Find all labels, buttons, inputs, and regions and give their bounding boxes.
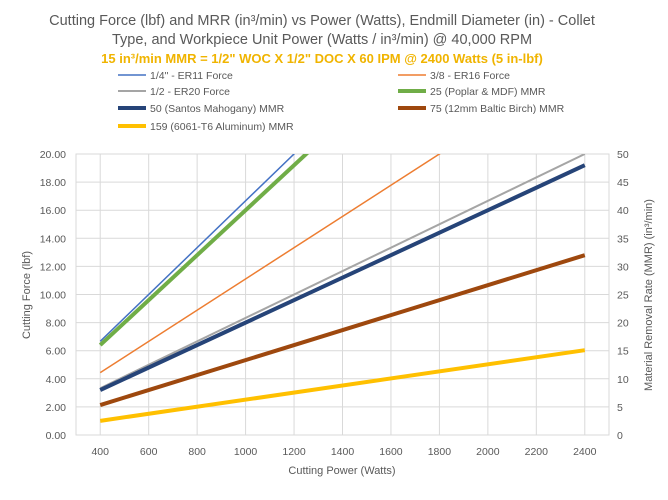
y-axis-left-title: Cutting Force (lbf)	[21, 251, 33, 339]
y-left-tick-label: 2.00	[46, 402, 67, 414]
plot-area-border	[75, 153, 610, 436]
y-left-tick-label: 10.00	[40, 290, 66, 302]
legend: 1/4" - ER11 Force 3/8 - ER16 Force 1/2 - E…	[118, 70, 565, 133]
y-left-tick-label: 4.00	[46, 374, 67, 386]
series-line-4	[99, 163, 586, 392]
y-left-tick-label: 18.00	[40, 177, 66, 189]
x-tick-label: 2200	[525, 446, 549, 458]
x-tick-label: 1800	[428, 446, 452, 458]
y-left-tick-label: 0.00	[46, 430, 67, 442]
legend-label-1: 3/8 - ER16 Force	[430, 70, 510, 82]
y-right-tick-label: 30	[617, 261, 629, 273]
legend-label-4: 50 (Santos Mahogany) MMR	[150, 103, 285, 115]
legend-label-0: 1/4" - ER11 Force	[150, 70, 233, 82]
x-tick-label: 2000	[476, 446, 500, 458]
x-tick-label: 1400	[331, 446, 355, 458]
chart-title-line-1: Cutting Force (lbf) and MRR (in³/min) vs…	[49, 13, 595, 29]
y-right-tick-label: 45	[617, 177, 629, 189]
y-axis-right-title: Material Removal Rate (MMR) (in³/min)	[643, 199, 655, 391]
x-tick-label: 1000	[234, 446, 258, 458]
legend-label-6: 159 (6061-T6 Aluminum) MMR	[150, 121, 294, 133]
x-tick-label: 2400	[573, 446, 597, 458]
plot-border	[75, 153, 610, 436]
series-line-0	[99, 154, 296, 342]
chart-title-line-2: Type, and Workpiece Unit Power (Watts / …	[112, 32, 532, 48]
y-right-tick-label: 25	[617, 290, 629, 302]
legend-label-2: 1/2 - ER20 Force	[150, 86, 230, 98]
y-right-tick-label: 40	[617, 205, 629, 217]
y-right-tick-label: 35	[617, 233, 629, 245]
x-axis-title: Cutting Power (Watts)	[288, 465, 395, 477]
series-line-6	[99, 348, 586, 423]
chart-subtitle: 15 in³/min MMR = 1/2" WOC X 1/2" DOC X 6…	[101, 51, 543, 66]
y-left-tick-label: 12.00	[40, 261, 66, 273]
x-tick-label: 1200	[282, 446, 306, 458]
y-right-tick-label: 15	[617, 346, 629, 358]
y-right-tick-label: 5	[617, 402, 623, 414]
x-tick-label: 400	[91, 446, 109, 458]
legend-label-5: 75 (12mm Baltic Birch) MMR	[430, 103, 565, 115]
legend-label-3: 25 (Poplar & MDF) MMR	[430, 86, 546, 98]
series-group	[98, 154, 586, 423]
y-right-tick-label: 20	[617, 318, 629, 330]
y-right-tick-label: 50	[617, 149, 629, 161]
y-left-tick-label: 8.00	[46, 318, 67, 330]
series-line-2	[99, 154, 586, 390]
y-right-tick-label: 10	[617, 374, 629, 386]
y-left-tick-label: 20.00	[40, 149, 66, 161]
y-left-tick-label: 14.00	[40, 233, 66, 245]
series-line-1	[99, 154, 441, 374]
x-tick-label: 1600	[379, 446, 403, 458]
series-line-5	[99, 253, 586, 407]
y-left-tick-label: 16.00	[40, 205, 66, 217]
y-left-tick-label: 6.00	[46, 346, 67, 358]
x-tick-label: 800	[188, 446, 206, 458]
x-tick-label: 600	[140, 446, 158, 458]
series-line-3	[98, 154, 310, 347]
y-right-tick-label: 0	[617, 430, 623, 442]
tick-labels: 400 600 800 1000 1200 1400 1600 1800 2000 2200 240…	[40, 149, 629, 458]
